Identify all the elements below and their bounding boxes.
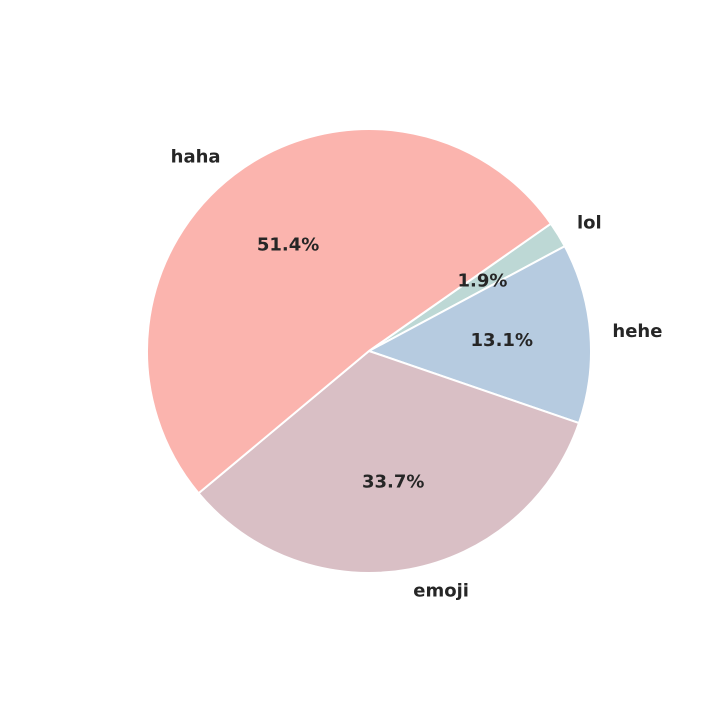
slice-label-lol: lol (577, 213, 602, 234)
slice-percent-emoji: 33.7% (362, 471, 424, 492)
slice-percent-hehe: 13.1% (471, 330, 533, 351)
pie-slice-emoji (197, 350, 580, 574)
slice-label-haha: haha (171, 147, 221, 168)
slice-percent-haha: 51.4% (257, 235, 319, 256)
slice-percent-lol: 1.9% (458, 271, 508, 292)
slice-label-emoji: emoji (413, 581, 469, 602)
pie-slice-haha (146, 128, 552, 495)
pie-slice-hehe (368, 245, 592, 425)
slice-label-hehe: hehe (612, 321, 662, 342)
